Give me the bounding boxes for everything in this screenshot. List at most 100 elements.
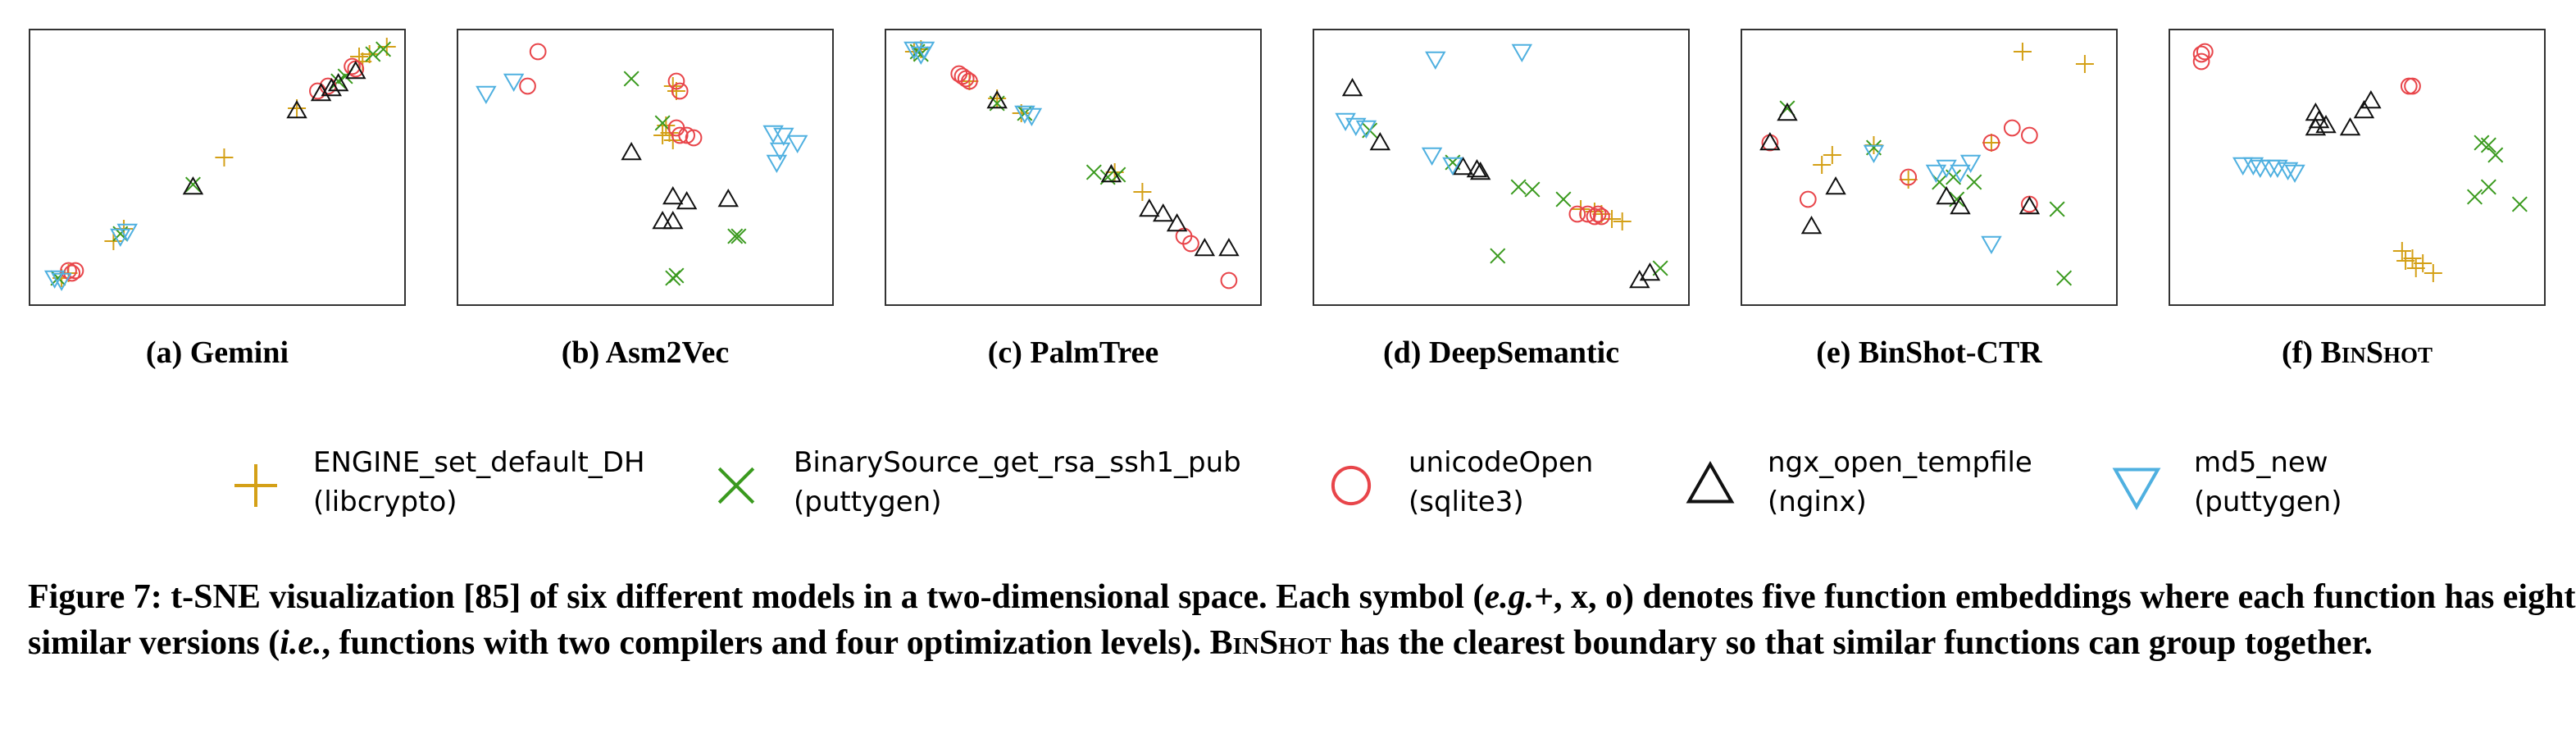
data-point — [2075, 55, 2094, 73]
data-point — [1133, 183, 1152, 201]
data-point — [1452, 156, 1474, 176]
data-point — [2480, 179, 2496, 195]
data-point — [1139, 198, 1160, 217]
data-point — [1936, 185, 1957, 205]
data-point — [1100, 163, 1122, 183]
data-point — [1182, 235, 1199, 253]
data-point — [727, 228, 744, 244]
data-point — [667, 72, 685, 90]
data-point — [654, 115, 671, 131]
data-point — [2406, 259, 2425, 277]
data-point — [1421, 147, 1443, 166]
data-point — [2353, 99, 2375, 119]
data-point — [913, 46, 929, 62]
data-point — [1469, 161, 1491, 180]
data-point — [910, 46, 932, 66]
legend-label-ngx: ngx_open_tempfile (nginx) — [1768, 446, 2032, 518]
data-point — [1014, 105, 1035, 125]
plot-frame — [1741, 29, 2118, 306]
plot-frame — [1313, 29, 1690, 306]
data-point — [2049, 201, 2065, 217]
legend-marker-binsrc — [717, 467, 755, 504]
data-point — [1603, 210, 1622, 228]
data-point — [184, 176, 201, 193]
data-point — [2021, 126, 2038, 144]
data-point — [2396, 252, 2415, 270]
data-point — [652, 210, 673, 230]
data-point — [2013, 43, 2032, 61]
data-point — [1982, 134, 2000, 152]
legend-label-unicode: unicodeOpen (sqlite3) — [1409, 446, 1594, 518]
data-point — [1166, 212, 1188, 232]
data-point — [2403, 249, 2422, 267]
plot-frame — [457, 29, 834, 306]
data-point — [1800, 215, 1823, 235]
data-point — [2056, 270, 2073, 286]
data-point — [215, 148, 234, 166]
data-point — [717, 188, 740, 208]
data-point — [116, 223, 139, 243]
data-point — [1335, 112, 1356, 132]
data-point — [1425, 51, 1446, 71]
data-point — [1936, 159, 1957, 179]
data-point — [529, 43, 547, 61]
data-point — [1490, 248, 1506, 264]
data-point — [1466, 158, 1488, 178]
data-point — [2192, 52, 2210, 71]
data-point — [1950, 164, 1971, 184]
data-point — [360, 45, 379, 63]
subplot-title: (c) PalmTree — [987, 335, 1159, 370]
data-point — [66, 262, 84, 280]
data-point — [310, 82, 332, 102]
data-point — [1589, 205, 1607, 223]
data-point — [1950, 195, 1971, 215]
data-point — [519, 77, 536, 95]
legend-marker-engine — [234, 464, 277, 507]
data-point — [2196, 43, 2214, 61]
data-point — [2424, 264, 2442, 282]
data-point — [2018, 195, 2041, 215]
data-point — [2003, 119, 2021, 137]
data-point — [1981, 235, 2002, 255]
plot-frame — [29, 29, 406, 306]
data-point — [2511, 196, 2528, 212]
data-point — [671, 126, 689, 144]
data-point — [1085, 164, 1102, 180]
data-point — [1813, 156, 1832, 174]
data-point — [1152, 203, 1174, 222]
data-point — [957, 70, 975, 88]
data-point — [1759, 131, 1781, 151]
data-point — [476, 85, 497, 105]
data-point — [668, 267, 685, 284]
data-point — [2480, 137, 2496, 153]
data-point — [2404, 77, 2421, 95]
data-point — [1369, 131, 1391, 151]
data-point — [2232, 157, 2254, 176]
data-point — [1799, 190, 1817, 208]
data-point — [671, 82, 689, 100]
data-point — [2242, 157, 2264, 176]
data-point — [2360, 89, 2382, 109]
data-point — [2305, 102, 2327, 121]
data-point — [1511, 43, 1533, 63]
data-point — [1510, 179, 1527, 195]
data-point — [662, 185, 684, 205]
legend-marker-unicode — [1331, 465, 1372, 506]
data-point — [1593, 208, 1610, 226]
figure-caption: Figure 7: t-SNE visualization [85] of si… — [28, 578, 2576, 662]
data-point — [1555, 191, 1572, 208]
data-point — [1524, 181, 1541, 198]
subplot-title: (e) BinShot-CTR — [1816, 335, 2042, 370]
data-point — [1586, 208, 1604, 226]
data-point — [286, 99, 307, 119]
data-point — [653, 126, 672, 144]
data-point — [623, 71, 639, 87]
subplot-title: (d) DeepSemantic — [1382, 335, 1620, 370]
data-point — [1959, 154, 1982, 174]
data-point — [1966, 174, 1982, 190]
data-point — [769, 142, 791, 162]
legend-marker-md5 — [2112, 468, 2161, 511]
data-point — [2315, 114, 2337, 134]
data-point — [730, 228, 747, 244]
